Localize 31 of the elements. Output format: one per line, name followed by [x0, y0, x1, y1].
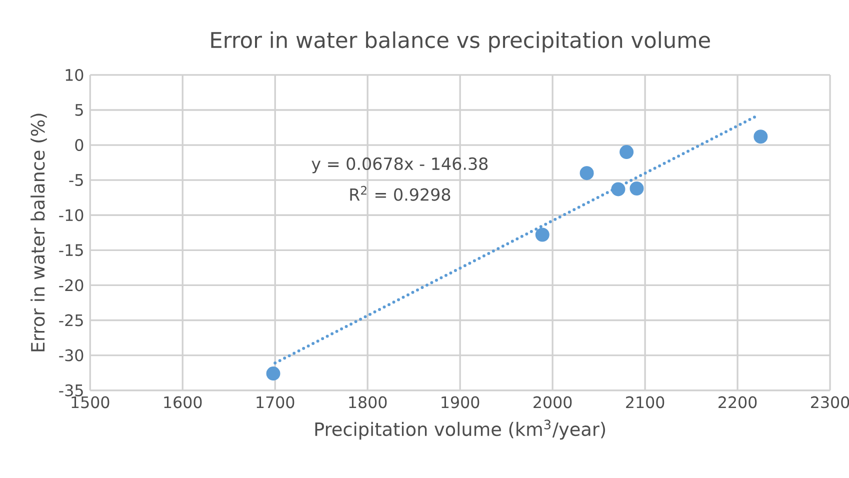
y-tick-label: 0 [75, 139, 84, 152]
y-tick-label: -5 [69, 174, 83, 186]
y-tick-label: 10 [66, 69, 84, 82]
x-tick-label: 1700 [256, 396, 294, 408]
x-tick-label: 1800 [349, 396, 387, 408]
x-tick-label: 1500 [72, 396, 110, 408]
x-tick-label: 2300 [811, 396, 849, 408]
y-tick-label: -10 [59, 209, 84, 222]
y-tick-label: -30 [59, 349, 84, 362]
chart-title: Error in water balance vs precipitation volume [211, 32, 710, 53]
y-tick-label: -15 [59, 244, 83, 256]
y-tick-label: -20 [59, 279, 84, 292]
y-tick-label: -25 [59, 314, 83, 326]
point [620, 145, 634, 160]
x-tick-label: 2200 [718, 396, 757, 408]
point [754, 130, 768, 144]
x-tick-label: 1600 [164, 396, 202, 408]
x-tick-label: 1900 [442, 396, 480, 408]
annotation: R$^{2}$ = 0.9298 [350, 186, 450, 202]
annotation: y = 0.0678x - 146.38 [312, 158, 488, 174]
y-axis-title: Error in water balance (%) [30, 114, 47, 352]
y-tick-label: -35 [59, 384, 83, 397]
point [630, 182, 644, 196]
x-axis-title: Precipitation volume (km$^{3}$/year) [315, 420, 606, 440]
point [611, 182, 626, 196]
point [266, 366, 280, 381]
point [535, 228, 550, 242]
x-tick-label: 2000 [534, 396, 572, 408]
point [580, 166, 594, 180]
y-tick-label: 5 [75, 104, 83, 116]
x-tick-label: 2100 [626, 396, 664, 408]
